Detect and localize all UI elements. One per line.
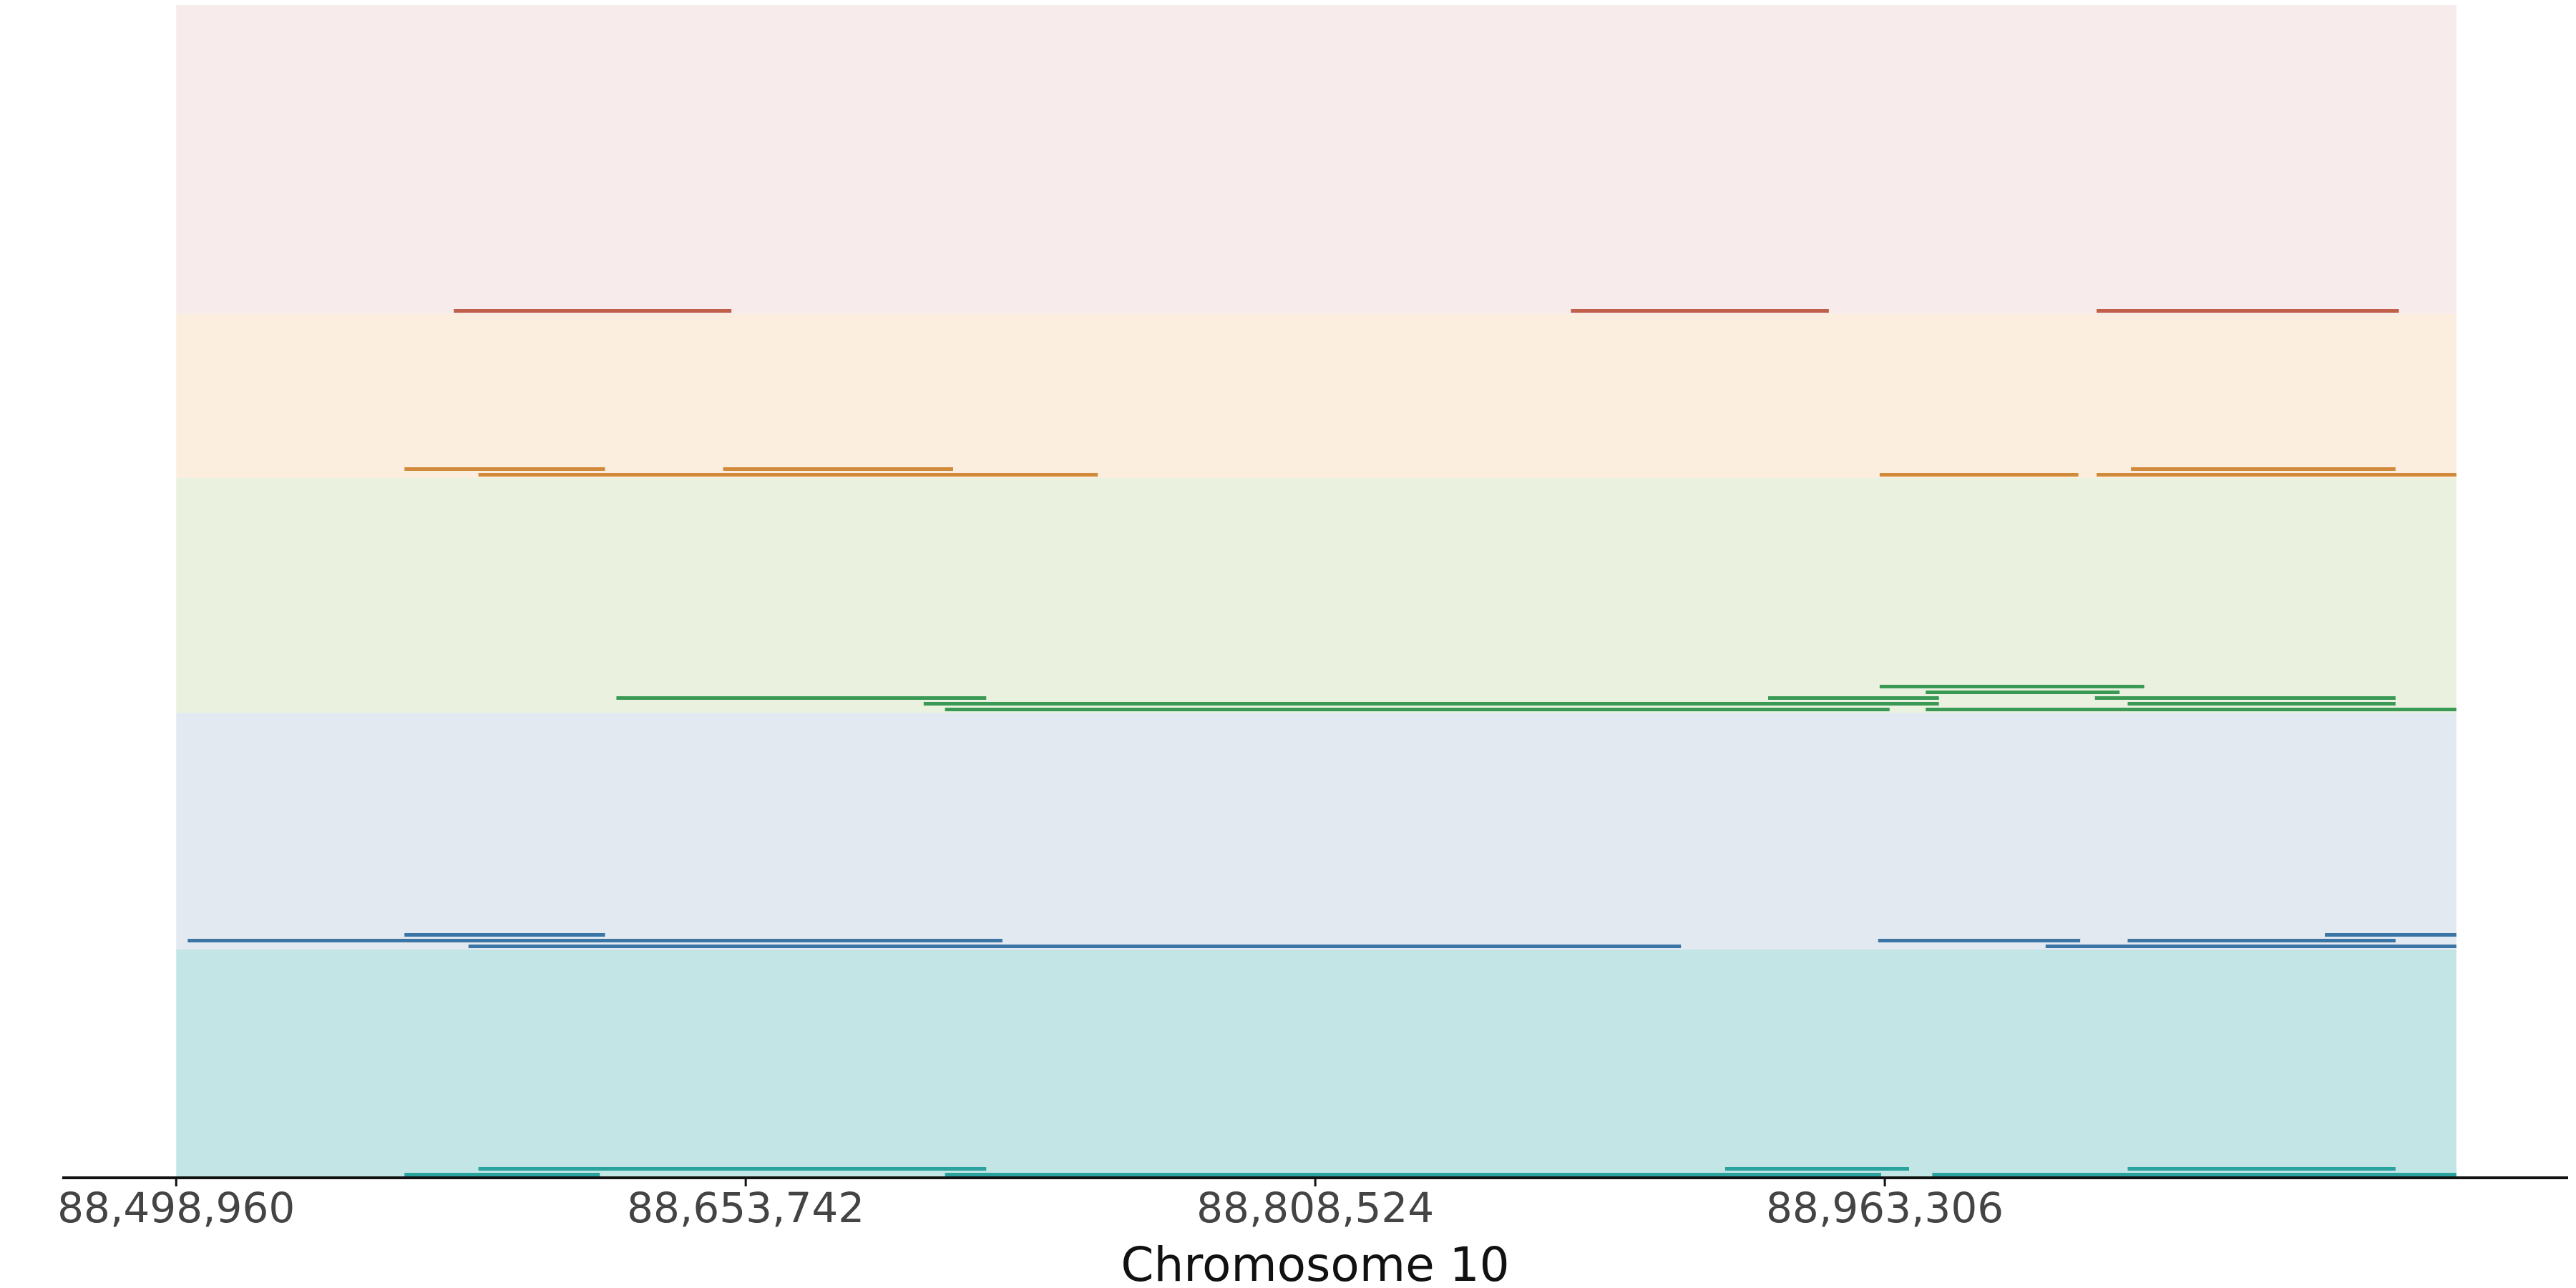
segment — [187, 939, 1002, 942]
segment — [1932, 1173, 2457, 1176]
track-band — [176, 478, 2457, 713]
segment — [2127, 702, 2396, 706]
segment — [723, 467, 953, 471]
segment — [454, 309, 732, 313]
segment — [1926, 691, 2120, 694]
segment — [945, 708, 1890, 711]
segment — [1768, 696, 1939, 700]
segment — [2096, 473, 2457, 477]
x-tick-label: 88,808,524 — [1196, 1184, 1434, 1232]
segment — [468, 945, 1002, 948]
segment — [1879, 473, 2079, 477]
segment — [1571, 309, 1829, 313]
segment — [1724, 1167, 1909, 1171]
segment — [616, 696, 987, 700]
tracks — [176, 5, 2457, 1178]
segment — [2127, 708, 2457, 711]
segment — [2045, 945, 2457, 948]
x-tick-label: 88,498,960 — [57, 1184, 295, 1232]
segment — [2131, 467, 2396, 471]
segment — [2325, 933, 2457, 937]
segment — [923, 702, 1939, 706]
segment — [404, 467, 605, 471]
segment — [2127, 939, 2396, 942]
segment — [404, 933, 605, 937]
segment — [1689, 1173, 1881, 1176]
segment — [1878, 939, 2081, 942]
segment — [478, 1167, 987, 1171]
segment — [1002, 945, 1682, 948]
x-axis-label: Chromosome 10 — [1121, 1237, 1509, 1288]
segment — [2094, 696, 2396, 700]
track-band — [176, 713, 2457, 950]
segment — [945, 1173, 1689, 1176]
x-tick-label: 88,653,742 — [627, 1184, 864, 1232]
segment — [2096, 309, 2399, 313]
segment — [478, 473, 1098, 477]
x-axis: 88,498,960 88,653,742 88,808,524 88,963,306 — [57, 1176, 2568, 1232]
segment — [2127, 1167, 2396, 1171]
track-band — [176, 950, 2457, 1178]
x-tick-label: 88,963,306 — [1766, 1184, 2004, 1232]
segment — [1879, 685, 2145, 688]
track-band — [176, 5, 2457, 314]
segment — [1926, 708, 2128, 711]
track-band — [176, 314, 2457, 478]
segment — [404, 1173, 600, 1176]
